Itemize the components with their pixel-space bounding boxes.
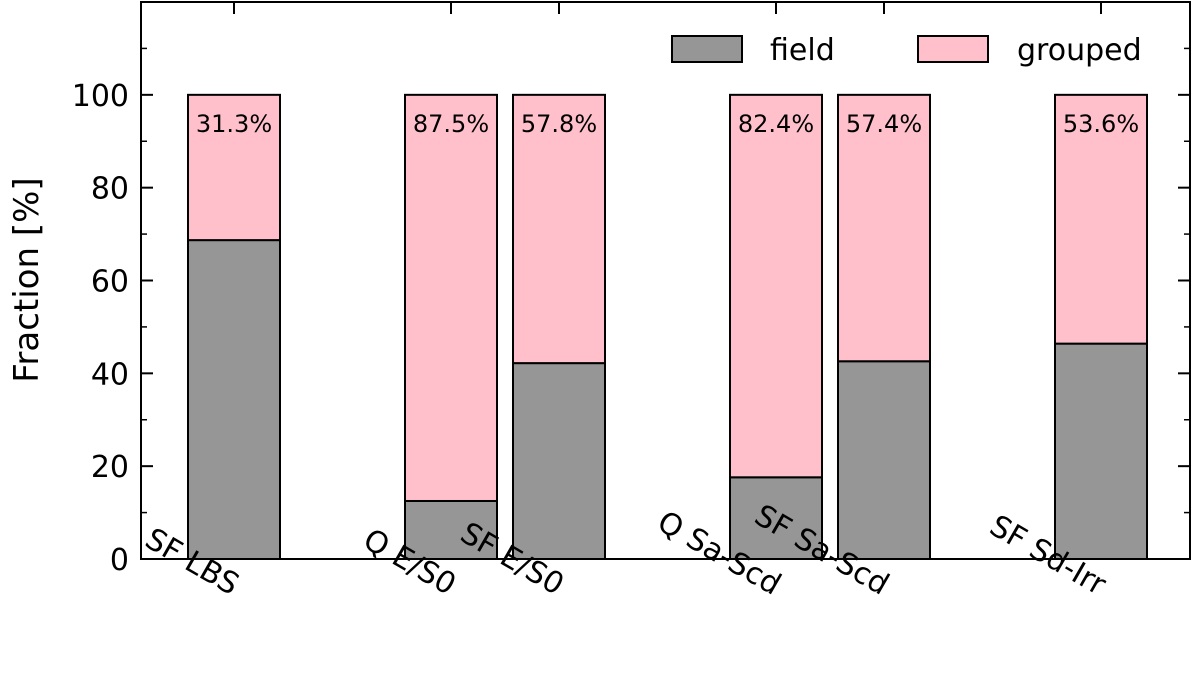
y-tick-label: 20 bbox=[91, 450, 129, 485]
bar-grouped bbox=[512, 93, 606, 365]
bar-value-label: 31.3% bbox=[196, 110, 272, 138]
bar-field bbox=[837, 360, 931, 561]
y-tick-label: 80 bbox=[91, 172, 129, 207]
bar-value-label: 53.6% bbox=[1063, 110, 1139, 138]
y-tick-labels: 0 20 40 60 80 100 bbox=[72, 79, 129, 578]
bar-field bbox=[729, 476, 823, 561]
bar-field bbox=[187, 239, 281, 560]
bar-grouped bbox=[187, 93, 281, 242]
bar-value-label: 57.4% bbox=[846, 110, 922, 138]
bar-grouped bbox=[729, 93, 823, 479]
bar-grouped bbox=[404, 93, 498, 502]
bars bbox=[187, 93, 1148, 561]
bar-value-label: 87.5% bbox=[413, 110, 489, 138]
bar-grouped bbox=[1054, 93, 1148, 345]
axis-ticks bbox=[141, 2, 1190, 560]
bar-value-label: 82.4% bbox=[738, 110, 814, 138]
legend-swatch-field bbox=[671, 35, 743, 63]
bar-field bbox=[1054, 342, 1148, 561]
legend: field grouped bbox=[671, 33, 1142, 68]
bar-grouped bbox=[837, 93, 931, 363]
y-tick-label: 60 bbox=[91, 265, 129, 300]
y-tick-label: 0 bbox=[110, 543, 129, 578]
legend-label-field: field bbox=[770, 33, 835, 68]
legend-label-grouped: grouped bbox=[1017, 33, 1142, 68]
y-tick-label: 100 bbox=[72, 79, 129, 114]
bar-labels: 31.3% 87.5% 57.8% 82.4% 57.4% 53.6% bbox=[196, 110, 1139, 138]
bar-field bbox=[512, 362, 606, 560]
legend-swatch-grouped bbox=[917, 35, 989, 63]
bar-value-label: 57.8% bbox=[521, 110, 597, 138]
plot-frame bbox=[140, 1, 1191, 560]
y-axis-label: Fraction [%] bbox=[7, 177, 47, 382]
y-tick-label: 40 bbox=[91, 357, 129, 392]
